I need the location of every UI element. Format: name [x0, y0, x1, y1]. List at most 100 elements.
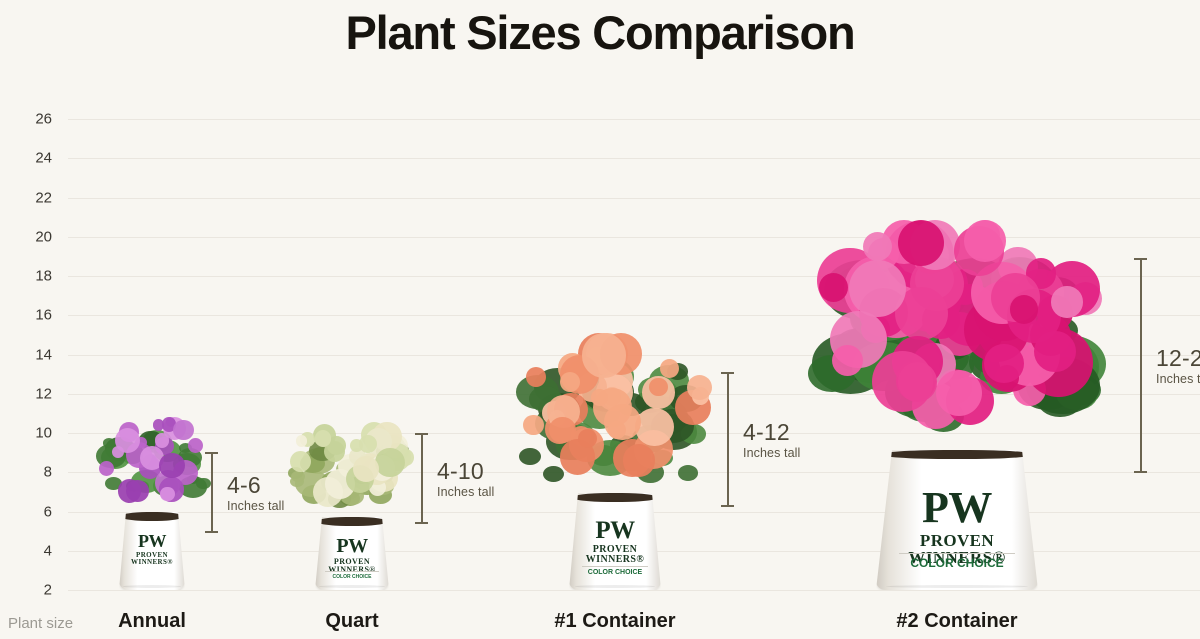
- plant-illustration-1-container: PW PROVEN WINNERS® COLOR CHOICE: [515, 333, 715, 590]
- foliage-blob: [290, 471, 305, 483]
- foliage-blob: [542, 465, 564, 483]
- potting-soil: [881, 450, 1033, 459]
- flower-blob: [375, 447, 405, 478]
- potting-soil: [121, 512, 183, 521]
- measure-unit: Inches tall: [437, 484, 495, 499]
- flower-blob: [358, 434, 377, 453]
- nursery-pot: PW PROVEN WINNERS® COLOR CHOICE: [315, 517, 389, 590]
- y-axis-tick-label: 26: [35, 110, 52, 128]
- x-axis-tick-label: #1 Container: [554, 610, 676, 632]
- measure-range: 4-10: [437, 457, 484, 484]
- measure-label: 4-6 Inches tall: [227, 471, 284, 512]
- plant-canopy: [93, 417, 211, 512]
- flower-blob: [525, 367, 546, 388]
- axis-caption: Plant size: [8, 615, 74, 632]
- flower-blob: [115, 428, 141, 454]
- measure-cap-bottom: [721, 505, 734, 507]
- flower-blob: [161, 417, 177, 432]
- brand-proven: PROVEN: [919, 531, 995, 551]
- measure-unit: Inches tall: [743, 445, 801, 460]
- measure-cap-top: [205, 452, 218, 454]
- flower-blob: [897, 362, 938, 402]
- flower-blob: [1009, 295, 1039, 324]
- flower-blob: [983, 343, 1024, 384]
- flower-blob: [323, 441, 346, 463]
- flower-blob: [849, 260, 907, 318]
- foliage-blob: [178, 442, 193, 454]
- flower-blob: [819, 272, 849, 302]
- plant-canopy: [807, 220, 1107, 450]
- foliage-blob: [103, 438, 116, 448]
- measure-stem: [421, 433, 423, 524]
- flower-blob: [635, 407, 674, 447]
- measure-label: 12-24Inches tall: [1156, 344, 1200, 386]
- flower-blob: [581, 333, 627, 378]
- measure-unit: Inches tall: [1156, 371, 1200, 386]
- y-axis-tick-label: 12: [35, 385, 52, 403]
- foliage-blob: [677, 465, 699, 482]
- x-axis-tick-label: Quart: [325, 610, 379, 632]
- y-axis-tick-label: 22: [35, 189, 52, 206]
- flower-blob: [154, 432, 170, 448]
- flower-blob: [964, 220, 1006, 262]
- plant-illustration-quart: PW PROVEN WINNERS® COLOR CHOICE: [286, 421, 418, 590]
- nursery-pot: PW PROVEN WINNERS® COLOR CHOICE: [569, 493, 661, 590]
- proven-winners-logo: PW PROVEN WINNERS®: [119, 532, 185, 566]
- y-axis-tick-label: 14: [35, 346, 52, 363]
- y-axis-tick-label: 8: [43, 463, 52, 481]
- measure-cap-bottom: [415, 522, 428, 524]
- flower-blob: [295, 435, 308, 447]
- x-axis-tick-label: #2 Container: [896, 610, 1018, 632]
- gridline: [68, 590, 1200, 591]
- gridline: [68, 119, 1200, 120]
- plant-illustration-2-container: PW PROVEN WINNERS® COLOR CHOICE: [807, 220, 1107, 590]
- flower-blob: [577, 429, 597, 449]
- y-axis-tick-label: 4: [43, 542, 52, 560]
- flower-blob: [1051, 286, 1083, 318]
- color-choice-badge: COLOR CHOICE: [582, 566, 648, 576]
- y-axis-tick-label: 24: [35, 149, 52, 167]
- proven-winners-logo: PW PROVEN WINNERS®: [315, 536, 389, 574]
- gridline: [68, 236, 1200, 238]
- y-axis-tick-label: 6: [43, 503, 52, 520]
- measure-range: 4-6: [227, 471, 261, 498]
- flower-blob: [99, 460, 115, 476]
- y-axis-tick-label: 18: [35, 267, 52, 285]
- measure-stem: [1140, 258, 1142, 473]
- measure-cap-top: [721, 372, 734, 374]
- flower-blob: [1034, 330, 1076, 373]
- plant-canopy: [286, 421, 418, 517]
- flower-blob: [173, 419, 194, 441]
- flower-blob: [126, 480, 149, 503]
- flower-blob: [549, 416, 577, 444]
- measure-cap-top: [1134, 258, 1147, 260]
- measure-label: 4-12 Inches tall: [743, 419, 801, 460]
- flower-blob: [559, 372, 580, 393]
- flower-blob: [591, 389, 608, 406]
- color-choice-badge: COLOR CHOICE: [325, 571, 378, 580]
- foliage-blob: [196, 478, 211, 490]
- brand-winners: WINNERS®: [585, 554, 645, 566]
- plant-canopy: [515, 333, 715, 493]
- nursery-pot: PW PROVEN WINNERS®: [119, 512, 185, 590]
- pw-monogram: PW: [595, 517, 635, 545]
- y-axis-tick-label: 20: [35, 228, 52, 246]
- flower-blob: [832, 344, 864, 376]
- measure-cap-bottom: [1134, 471, 1147, 473]
- pw-monogram: PW: [138, 531, 166, 552]
- flower-blob: [352, 455, 380, 483]
- flower-blob: [152, 419, 165, 431]
- foliage-blob: [104, 476, 122, 491]
- measure-range: 12-24: [1156, 344, 1200, 371]
- flower-blob: [863, 232, 893, 262]
- measure-cap-top: [415, 433, 428, 435]
- potting-soil: [572, 493, 659, 502]
- gridline: [68, 197, 1200, 199]
- x-axis-tick-label: Annual: [118, 610, 186, 632]
- flower-blob: [622, 444, 656, 477]
- flower-blob: [289, 450, 312, 473]
- flower-blob: [188, 437, 204, 453]
- flower-blob: [523, 414, 544, 436]
- foliage-blob: [518, 447, 541, 465]
